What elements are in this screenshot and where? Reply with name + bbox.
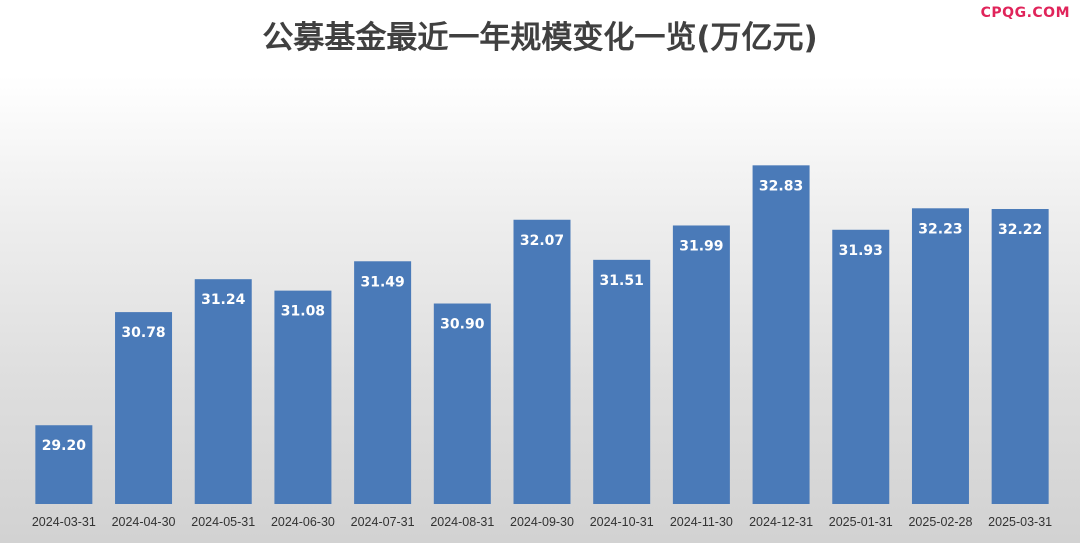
bars-group <box>35 165 1049 505</box>
value-label: 30.90 <box>440 317 485 333</box>
bar-2025-02-28 <box>911 208 969 505</box>
value-label: 32.07 <box>520 233 564 249</box>
value-label: 32.22 <box>998 222 1042 238</box>
x-tick-label: 2024-09-30 <box>510 515 574 529</box>
x-tick-label: 2024-11-30 <box>670 515 733 529</box>
value-label: 31.99 <box>679 238 723 254</box>
bar-2025-03-31 <box>991 209 1049 504</box>
value-label: 32.83 <box>759 178 803 194</box>
bar-2024-07-31 <box>354 261 412 504</box>
chart-title: 公募基金最近一年规模变化一览(万亿元) <box>262 20 818 56</box>
x-tick-label: 2025-01-31 <box>829 515 893 529</box>
bar-2024-04-30 <box>115 312 173 504</box>
bar-2024-10-31 <box>593 259 651 504</box>
x-tick-label: 2025-03-31 <box>988 515 1052 529</box>
x-tick-label: 2024-10-31 <box>590 515 654 529</box>
x-tick-label: 2025-02-28 <box>908 515 972 529</box>
bar-2025-01-31 <box>832 229 890 504</box>
x-tick-label: 2024-08-31 <box>430 515 494 529</box>
value-label: 31.51 <box>600 273 644 289</box>
bar-2024-05-31 <box>194 279 252 504</box>
value-label: 31.08 <box>281 304 325 320</box>
value-labels-group: 29.20 30.78 31.24 31.08 31.49 30.90 32.07 31.51… <box>42 178 1043 454</box>
value-label: 31.93 <box>839 243 883 259</box>
x-tick-label: 2024-03-31 <box>32 515 96 529</box>
value-label: 31.49 <box>360 274 404 290</box>
bar-2024-03-31 <box>35 425 93 504</box>
x-tick-label: 2024-04-30 <box>112 515 176 529</box>
watermark: CPQG.COM <box>980 5 1070 21</box>
x-tick-label: 2024-05-31 <box>191 515 255 529</box>
bar-2024-08-31 <box>433 303 491 504</box>
x-tick-label: 2024-07-31 <box>351 515 415 529</box>
bar-2024-06-30 <box>274 290 332 504</box>
bar-2024-12-31 <box>752 165 810 504</box>
bar-2024-09-30 <box>513 219 571 504</box>
x-tick-label: 2024-06-30 <box>271 515 335 529</box>
value-label: 32.23 <box>918 221 962 237</box>
value-label: 31.24 <box>201 292 246 308</box>
bar-2024-11-30 <box>672 225 730 505</box>
x-tick-label: 2024-12-31 <box>749 515 813 529</box>
x-tick-labels-group: 2024-03-31 2024-04-30 2024-05-31 2024-06-30… <box>32 515 1052 529</box>
value-label: 30.78 <box>121 325 165 341</box>
value-label: 29.20 <box>42 438 87 454</box>
